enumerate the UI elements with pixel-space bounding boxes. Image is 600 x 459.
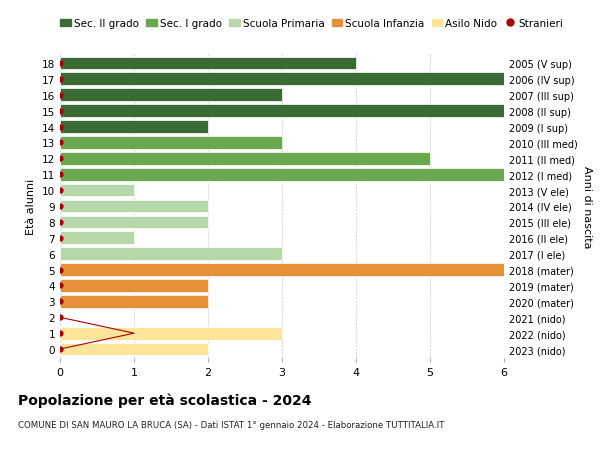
Legend: Sec. II grado, Sec. I grado, Scuola Primaria, Scuola Infanzia, Asilo Nido, Stran: Sec. II grado, Sec. I grado, Scuola Prim… [56, 15, 567, 33]
Text: COMUNE DI SAN MAURO LA BRUCA (SA) - Dati ISTAT 1° gennaio 2024 - Elaborazione TU: COMUNE DI SAN MAURO LA BRUCA (SA) - Dati… [18, 420, 445, 429]
Bar [60, 327, 282, 340]
Text: Popolazione per età scolastica - 2024: Popolazione per età scolastica - 2024 [18, 392, 311, 407]
Bar [60, 153, 430, 165]
Bar [60, 168, 504, 181]
Bar [60, 216, 208, 229]
Bar [60, 232, 134, 245]
Y-axis label: Età alunni: Età alunni [26, 179, 37, 235]
Y-axis label: Anni di nascita: Anni di nascita [581, 165, 592, 248]
Bar [60, 57, 356, 70]
Bar [60, 89, 282, 102]
Bar [60, 137, 282, 150]
Bar [60, 200, 208, 213]
Bar [60, 121, 208, 134]
Bar [60, 263, 504, 276]
Bar [60, 105, 504, 118]
Bar [60, 248, 282, 260]
Bar [60, 343, 208, 356]
Bar [60, 185, 134, 197]
Bar [60, 73, 504, 86]
Bar [60, 296, 208, 308]
Bar [60, 280, 208, 292]
